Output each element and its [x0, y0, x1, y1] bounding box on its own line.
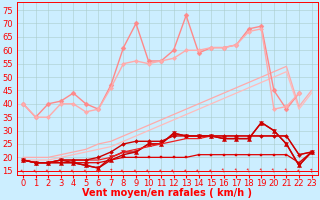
Text: ↑: ↑: [83, 168, 89, 175]
Text: ↑: ↑: [258, 168, 264, 174]
Text: ↑: ↑: [145, 168, 152, 175]
Text: ↑: ↑: [45, 168, 52, 175]
Text: ↑: ↑: [133, 168, 139, 175]
Text: ↑: ↑: [32, 168, 39, 175]
Text: ↑: ↑: [20, 168, 27, 175]
Text: ↑: ↑: [196, 168, 202, 175]
Text: ↑: ↑: [296, 168, 302, 175]
X-axis label: Vent moyen/en rafales ( km/h ): Vent moyen/en rafales ( km/h ): [82, 188, 252, 198]
Text: ↑: ↑: [183, 168, 189, 175]
Text: ↑: ↑: [171, 168, 177, 175]
Text: ↑: ↑: [96, 169, 101, 174]
Text: ↑: ↑: [309, 169, 314, 174]
Text: ↑: ↑: [246, 168, 252, 174]
Text: ↑: ↑: [221, 168, 227, 174]
Text: ↑: ↑: [120, 168, 127, 175]
Text: ↑: ↑: [233, 168, 239, 174]
Text: ↑: ↑: [58, 168, 64, 175]
Text: ↑: ↑: [70, 168, 76, 175]
Text: ↑: ↑: [158, 168, 164, 175]
Text: ↑: ↑: [271, 168, 277, 174]
Text: ↑: ↑: [108, 169, 113, 174]
Text: ↑: ↑: [208, 168, 214, 175]
Text: ↑: ↑: [284, 168, 290, 174]
